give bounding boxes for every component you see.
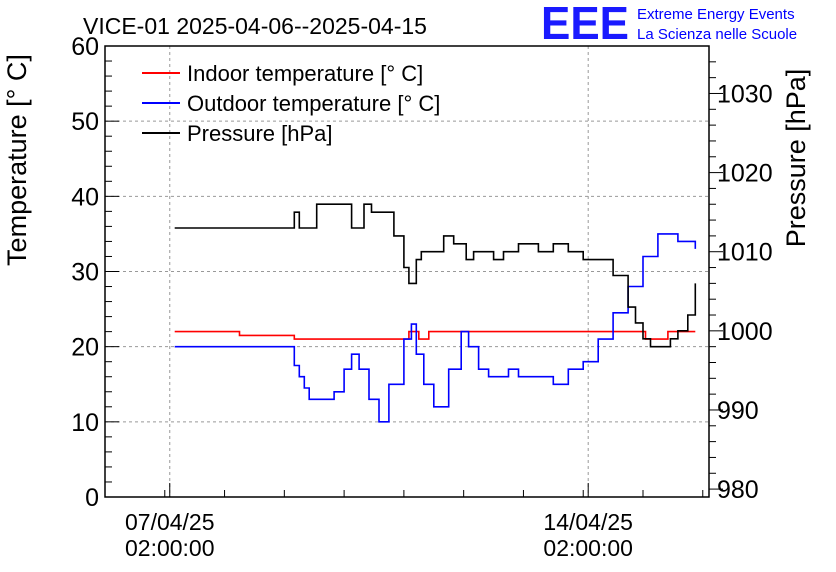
axes: 0102030405060980990100010101020103007/04…: [71, 33, 772, 561]
plot-frame: [104, 45, 710, 498]
series-layer: [174, 203, 697, 423]
y-tick-label: 30: [71, 259, 99, 287]
y2-tick-label: 980: [717, 476, 759, 504]
legend-label-indoor: Indoor temperature [° C]: [187, 61, 423, 86]
y-tick-label: 10: [71, 409, 99, 437]
grid: [105, 46, 709, 497]
x-tick-label-date: 07/04/25: [125, 509, 215, 535]
y-tick-label: 20: [71, 334, 99, 362]
logo-line-2: La Scienza nelle Scuole: [637, 26, 797, 43]
y2-tick-label: 1010: [717, 239, 773, 267]
x-tick-label-date: 14/04/25: [543, 509, 633, 535]
legend-label-outdoor: Outdoor temperature [° C]: [187, 91, 440, 116]
y-tick-label: 50: [71, 108, 99, 136]
legend-label-pressure: Pressure [hPa]: [187, 121, 333, 146]
series-line-outdoor: [174, 233, 697, 423]
y-axis-title: Temperature [° C]: [2, 54, 32, 266]
y2-tick-label: 1030: [717, 80, 773, 108]
x-tick-label-time: 02:00:00: [543, 535, 633, 561]
chart-title: VICE-01 2025-04-06--2025-04-15: [83, 13, 427, 39]
y-tick-label: 60: [71, 33, 99, 61]
legend: Indoor temperature [° C] Outdoor temperat…: [142, 61, 440, 146]
y-tick-label: 40: [71, 183, 99, 211]
y2-tick-label: 1000: [717, 318, 773, 346]
logo-line-1: Extreme Energy Events: [637, 6, 795, 23]
x-tick-label-time: 02:00:00: [125, 535, 215, 561]
y2-tick-label: 990: [717, 397, 759, 425]
y2-axis-title: Pressure [hPa]: [781, 69, 811, 248]
series-line-indoor: [174, 330, 696, 340]
y2-tick-label: 1020: [717, 160, 773, 188]
series-line-pressure: [174, 203, 697, 348]
eee-logo: EEE: [541, 0, 629, 49]
y-tick-label: 0: [85, 484, 99, 512]
